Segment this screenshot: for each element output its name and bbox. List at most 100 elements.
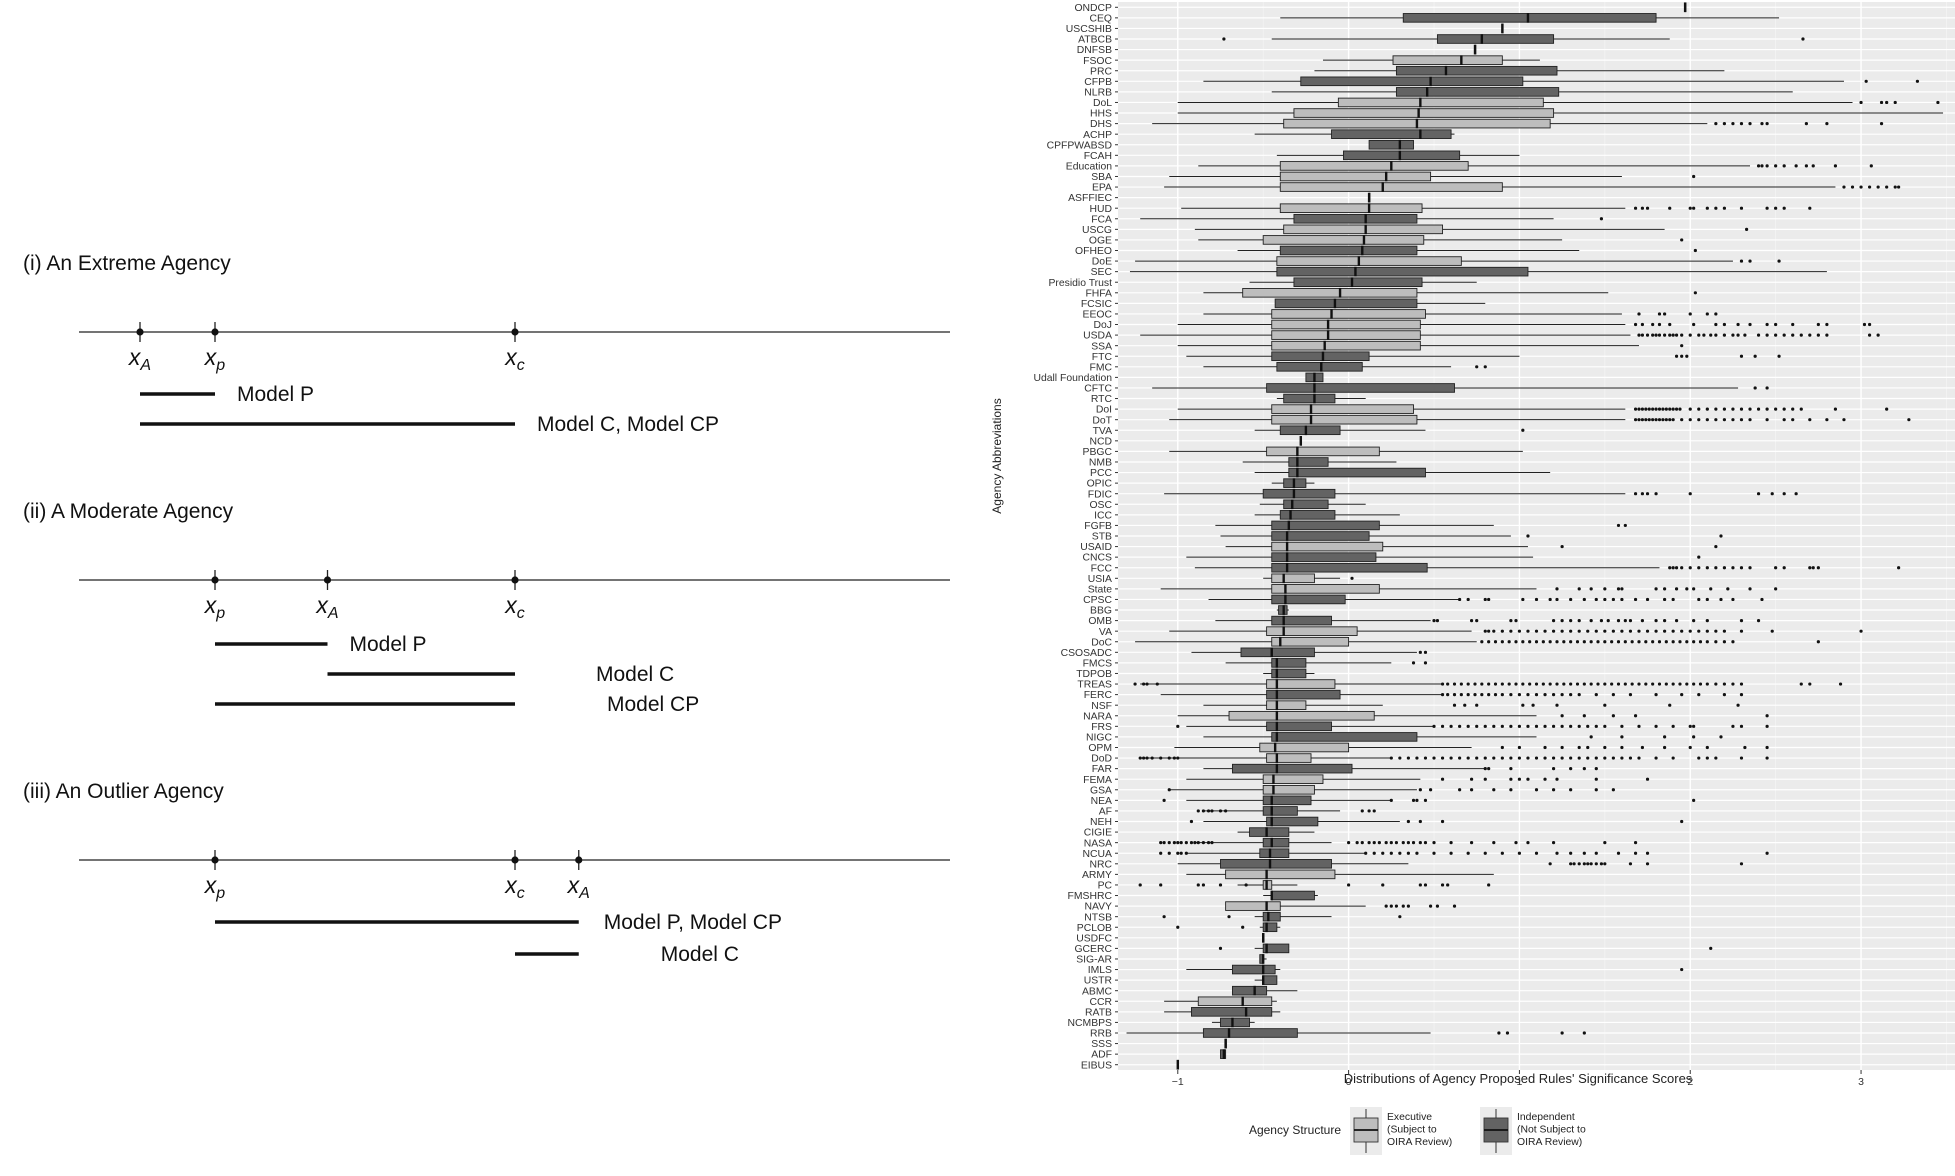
outlier-point <box>1418 788 1422 792</box>
outlier-point <box>1620 724 1624 728</box>
outlier-point <box>1575 682 1580 686</box>
agency-box-cfpb: CFPB <box>1084 76 1920 88</box>
outlier-point <box>1661 418 1665 422</box>
outlier-point <box>1548 682 1552 686</box>
outlier-point <box>1176 841 1180 845</box>
outlier-point <box>1825 333 1829 337</box>
outlier-point <box>1428 788 1433 792</box>
agency-box-presidio-trust: Presidio Trust <box>1048 277 1477 289</box>
outlier-point <box>1435 618 1440 623</box>
outlier-point <box>1799 407 1803 411</box>
outlier-point <box>1668 407 1672 411</box>
outlier-point <box>1722 322 1726 327</box>
point-subscript: A <box>139 357 151 374</box>
agency-box-ferc: FERC <box>1084 689 1744 701</box>
agency-label: PRC <box>1090 66 1112 77</box>
outlier-point <box>1739 418 1744 422</box>
outlier-point <box>1680 693 1684 697</box>
agency-label: ASFFIEC <box>1068 193 1112 204</box>
agency-label: DoJ <box>1094 320 1112 331</box>
outlier-point <box>1473 682 1477 686</box>
outlier-point <box>1620 756 1624 760</box>
agency-label: CEQ <box>1089 13 1112 24</box>
outlier-point <box>1432 841 1436 845</box>
point-dot <box>211 328 219 336</box>
outlier-point <box>1731 122 1735 126</box>
agency-box-dol: DoL <box>1093 97 1940 109</box>
agency-label: NRC <box>1089 859 1112 870</box>
outlier-point <box>1628 693 1633 697</box>
outlier-point <box>1709 333 1713 337</box>
agency-label: PCLOB <box>1077 923 1112 934</box>
outlier-point <box>1534 597 1539 602</box>
outlier-point <box>1577 618 1581 623</box>
outlier-point <box>1936 100 1940 105</box>
outlier-point <box>1514 618 1518 623</box>
outlier-point <box>1885 100 1889 105</box>
outlier-point <box>1705 618 1709 623</box>
outlier-point <box>1663 587 1667 591</box>
point-symbol: x <box>504 592 518 618</box>
outlier-point <box>1406 756 1410 760</box>
outlier-point <box>1756 407 1761 411</box>
outlier-point <box>1709 587 1713 591</box>
outlier-point <box>1859 100 1863 105</box>
outlier-point <box>1640 618 1645 623</box>
outlier-point <box>1756 333 1761 337</box>
agency-label: CPSC <box>1083 595 1112 606</box>
outlier-point <box>1867 333 1872 337</box>
outlier-point <box>1469 618 1474 623</box>
outlier-point <box>1487 640 1491 644</box>
agency-box-csosadc: CSOSADC <box>1061 647 1428 659</box>
outlier-point <box>1206 841 1211 845</box>
iqr-box <box>1288 457 1329 467</box>
outlier-point <box>1668 322 1672 327</box>
outlier-point <box>1808 566 1812 570</box>
agency-label: PBGC <box>1083 447 1113 458</box>
outlier-point <box>1698 640 1703 644</box>
outlier-point <box>1654 333 1658 337</box>
outlier-point <box>1560 724 1564 728</box>
agency-box-fema: FEMA <box>1083 774 1650 786</box>
outlier-point <box>1514 640 1518 644</box>
outlier-point <box>1480 640 1484 644</box>
outlier-point <box>1189 819 1194 824</box>
outlier-point <box>1551 724 1556 728</box>
outlier-point <box>1459 693 1463 697</box>
outlier-point <box>1449 724 1453 728</box>
outlier-point <box>1697 629 1701 633</box>
outlier-point <box>1423 883 1428 887</box>
outlier-point <box>1685 640 1689 644</box>
outlier-point <box>1577 693 1581 697</box>
outlier-point <box>1633 714 1638 718</box>
outlier-point <box>1372 841 1376 845</box>
outlier-point <box>1466 597 1470 602</box>
outlier-point <box>1551 618 1556 623</box>
outlier-point <box>1569 724 1573 728</box>
outlier-point <box>1227 915 1231 919</box>
outlier-point <box>1692 798 1696 802</box>
agency-box-ssa: SSA <box>1091 340 1684 352</box>
agency-box-uscg: USCG <box>1082 224 1749 236</box>
outlier-point <box>1644 682 1648 686</box>
outlier-point <box>1637 629 1641 633</box>
agency-box-tva: TVA <box>1093 425 1525 437</box>
outlier-point <box>1179 851 1183 855</box>
outlier-point <box>1415 756 1419 760</box>
outlier-point <box>1428 904 1433 908</box>
outlier-point <box>1620 735 1624 739</box>
outlier-point <box>1603 756 1607 760</box>
agency-label: OFHEO <box>1075 246 1112 257</box>
iqr-box <box>1368 139 1414 150</box>
outlier-point <box>1637 312 1641 316</box>
outlier-point <box>1440 883 1445 887</box>
agency-box-pc: PC <box>1098 880 1491 892</box>
outlier-point <box>1816 566 1820 570</box>
outlier-point <box>1705 566 1709 570</box>
outlier-point <box>1739 354 1744 358</box>
iqr-box <box>1262 235 1425 245</box>
iqr-box <box>1271 309 1426 319</box>
point-label: xp <box>204 872 226 902</box>
outlier-point <box>1640 322 1645 327</box>
outlier-point <box>1765 206 1769 210</box>
